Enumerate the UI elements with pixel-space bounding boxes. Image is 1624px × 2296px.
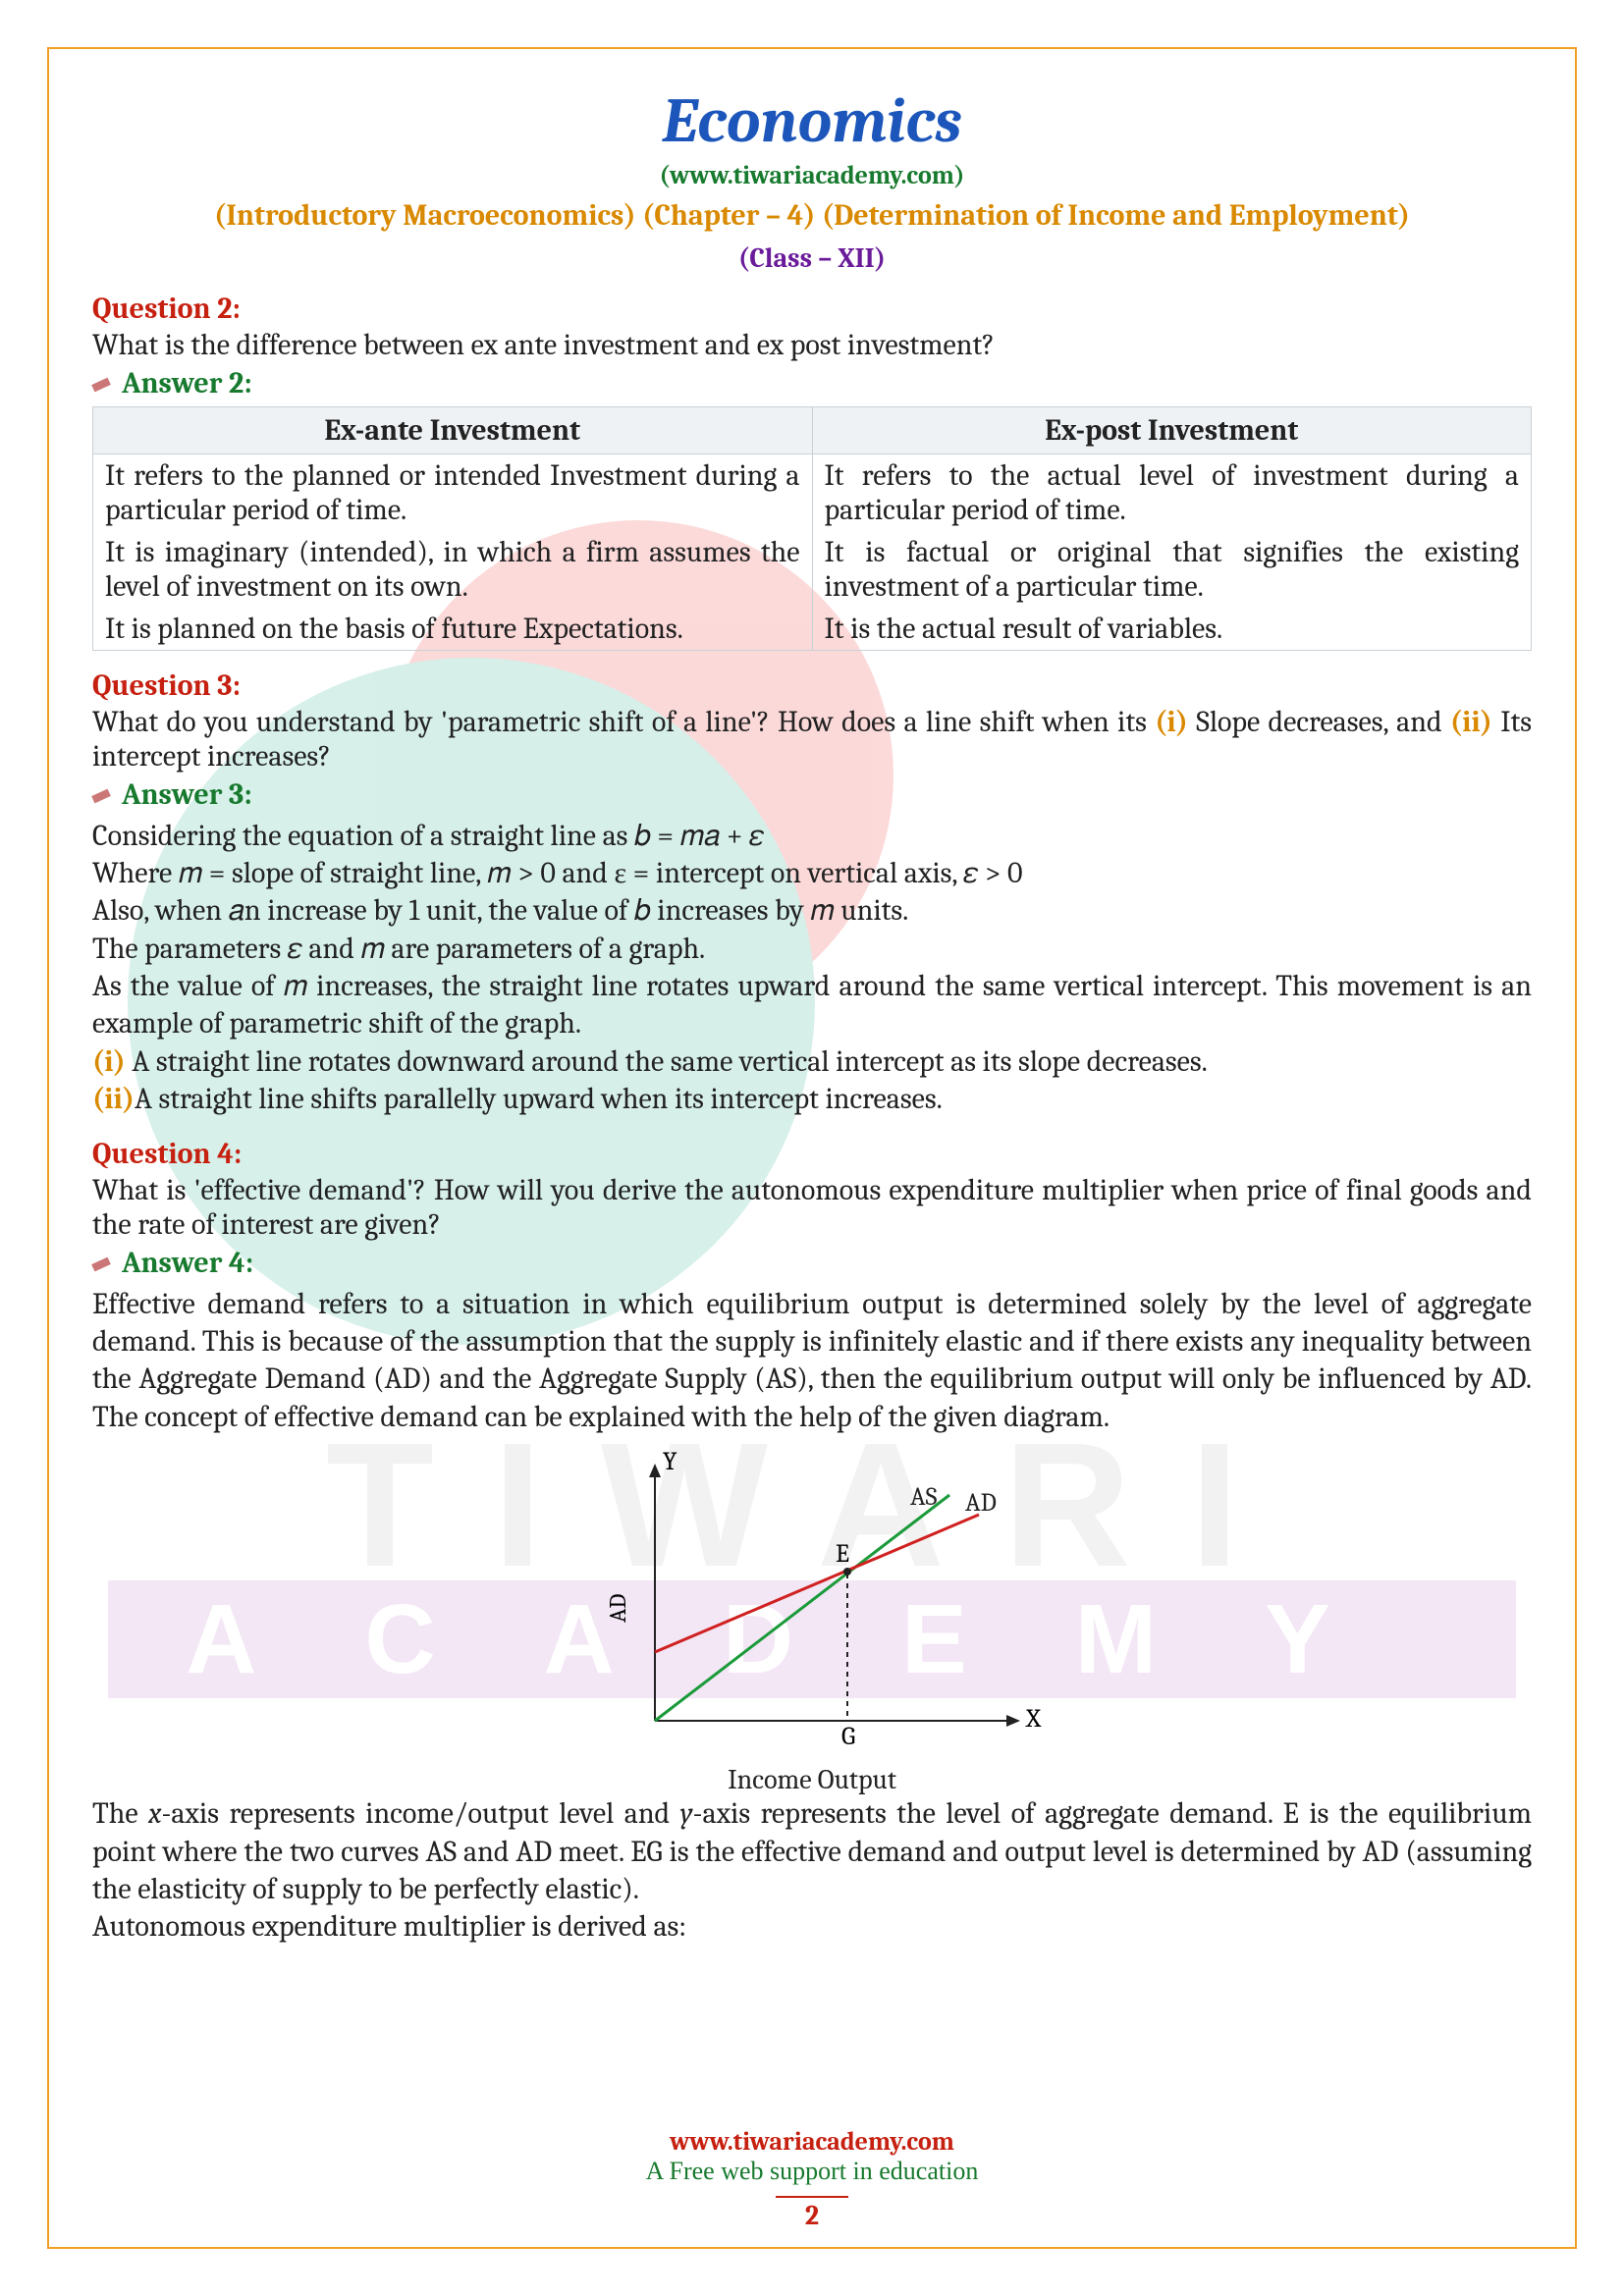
- ad-label: AD: [965, 1488, 997, 1518]
- q3-li2-text: A straight line shifts parallelly upward…: [135, 1082, 943, 1116]
- q3-li1: (i) A straight line rotates downward aro…: [92, 1043, 1532, 1081]
- q3-li2: (ii)A straight line shifts parallelly up…: [92, 1081, 1532, 1118]
- as-line: [655, 1495, 949, 1721]
- q3-p5: As the value of 𝑚 increases, the straigh…: [92, 968, 1532, 1043]
- page-number: 2: [776, 2196, 848, 2231]
- pencil-icon: [92, 786, 118, 806]
- q3-li1-num: (i): [92, 1044, 126, 1079]
- q3-answer-label: Answer 3:: [92, 777, 1532, 812]
- q4-text: What is 'effective demand'? How will you…: [92, 1173, 1532, 1242]
- point-g: G: [841, 1722, 855, 1751]
- class-line: (Class – XII): [92, 242, 1532, 274]
- q3-text: What do you understand by 'parametric sh…: [92, 705, 1532, 774]
- cell: It is factual or original that signifies…: [812, 531, 1532, 608]
- cell: It is imaginary (intended), in which a f…: [93, 531, 813, 608]
- footer-tag: A Free web support in education: [49, 2157, 1575, 2186]
- pencil-icon: [92, 1255, 118, 1274]
- q3-label: Question 3:: [92, 668, 1532, 703]
- q2-label: Question 2:: [92, 292, 1532, 326]
- cell: It is planned on the basis of future Exp…: [93, 608, 813, 651]
- q2-table: Ex-ante Investment Ex-post Investment It…: [92, 406, 1532, 651]
- q4-answer-label-text: Answer 4:: [122, 1246, 253, 1280]
- website-line: (www.tiwariacademy.com): [92, 161, 1532, 190]
- q3-text-mid: Slope decreases, and: [1188, 705, 1450, 739]
- q3-answer-label-text: Answer 3:: [122, 777, 252, 812]
- diagram-caption: Income Output: [92, 1764, 1532, 1795]
- table-row: It refers to the planned or intended Inv…: [93, 454, 1532, 531]
- q3-text-pre: What do you understand by 'parametric sh…: [92, 705, 1155, 739]
- table-row: It is planned on the basis of future Exp…: [93, 608, 1532, 651]
- q4-p1: Effective demand refers to a situation i…: [92, 1286, 1532, 1437]
- page-frame: TIWARI ACADEMY Economics (www.tiwariacad…: [47, 47, 1577, 2249]
- y-label: Y: [663, 1447, 677, 1476]
- x-label: X: [1025, 1704, 1042, 1734]
- q2-th-right: Ex-post Investment: [812, 406, 1532, 454]
- pencil-icon: [92, 375, 118, 395]
- q4-p3: Autonomous expenditure multiplier is der…: [92, 1908, 1532, 1946]
- q3-p4: The parameters 𝜀 and 𝑚 are parameters of…: [92, 931, 1532, 968]
- point-e: E: [836, 1539, 849, 1569]
- ad-axis-label: AD: [604, 1594, 631, 1623]
- footer: www.tiwariacademy.com A Free web support…: [49, 2127, 1575, 2231]
- page-title: Economics: [92, 84, 1532, 157]
- q3-ii: (ii): [1450, 705, 1492, 739]
- as-label: AS: [910, 1482, 938, 1512]
- q3-p1: Considering the equation of a straight l…: [92, 818, 1532, 855]
- q4-answer-label: Answer 4:: [92, 1246, 1532, 1280]
- q3-p2: Where 𝑚 = slope of straight line, 𝑚 > 0 …: [92, 855, 1532, 892]
- q2-answer-label-text: Answer 2:: [122, 366, 252, 400]
- q3-li1-text: A straight line rotates downward around …: [126, 1044, 1208, 1079]
- cell: It is the actual result of variables.: [812, 608, 1532, 651]
- q2-answer-label: Answer 2:: [92, 366, 1532, 400]
- chapter-line: (Introductory Macroeconomics) (Chapter –…: [171, 196, 1453, 237]
- q3-p3: Also, when 𝑎n increase by 1 unit, the va…: [92, 892, 1532, 930]
- q3-li2-num: (ii): [92, 1082, 135, 1116]
- q4-diagram: Y X AD AS AD E G: [557, 1446, 1067, 1760]
- q3-i: (i): [1155, 705, 1188, 739]
- cell: It refers to the planned or intended Inv…: [93, 454, 813, 531]
- cell: It refers to the actual level of investm…: [812, 454, 1532, 531]
- q4-label: Question 4:: [92, 1137, 1532, 1171]
- footer-link: www.tiwariacademy.com: [49, 2127, 1575, 2157]
- q2-th-left: Ex-ante Investment: [93, 406, 813, 454]
- table-row: It is imaginary (intended), in which a f…: [93, 531, 1532, 608]
- q4-p2: The x-axis represents income/output leve…: [92, 1795, 1532, 1908]
- ad-line: [655, 1515, 979, 1652]
- page: TIWARI ACADEMY Economics (www.tiwariacad…: [0, 0, 1624, 2296]
- q2-text: What is the difference between ex ante i…: [92, 328, 1532, 362]
